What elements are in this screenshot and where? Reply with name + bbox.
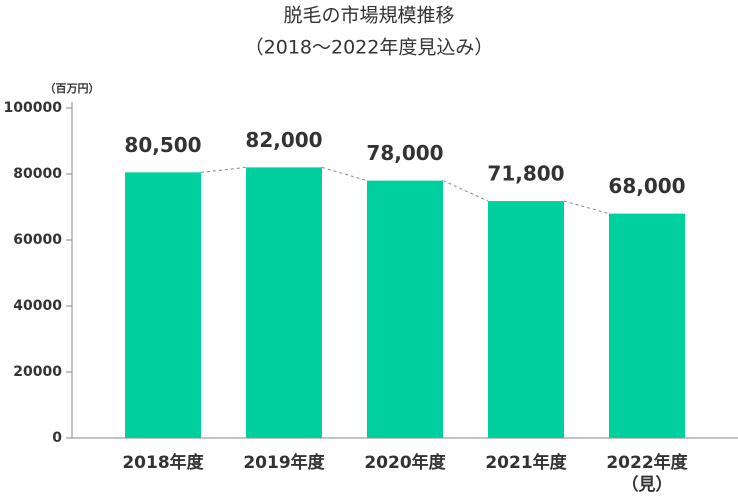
y-tick-label: 100000 (4, 100, 63, 116)
unit-label: （百万円） (45, 82, 100, 95)
trend-connector (321, 166, 368, 182)
chart-title: 脱毛の市場規模推移 (283, 5, 454, 27)
trend-connector (563, 200, 610, 215)
trend-connector (442, 180, 489, 202)
bar (246, 167, 322, 438)
chart-subtitle: （2018〜2022年度見込み） (245, 37, 494, 59)
bar (125, 172, 201, 438)
x-tick-label: 2018年度 (122, 453, 204, 473)
x-tick-label: 2019年度 (243, 453, 325, 473)
bar (488, 201, 564, 438)
value-label: 80,500 (124, 133, 201, 157)
value-label: 68,000 (608, 174, 685, 198)
y-tick-label: 0 (52, 430, 62, 446)
y-tick-label: 60000 (13, 232, 62, 248)
y-tick-label: 40000 (13, 298, 62, 314)
bar (609, 213, 685, 438)
trend-connector (200, 166, 247, 173)
x-tick-label: 2020年度 (364, 453, 446, 473)
x-tick-label: 2022年度（見） (606, 453, 688, 495)
y-tick-label: 80000 (13, 166, 62, 182)
value-label: 78,000 (366, 141, 443, 165)
value-label: 71,800 (487, 162, 564, 186)
value-label: 82,000 (245, 128, 322, 152)
x-tick-label: 2021年度 (485, 453, 567, 473)
y-tick-label: 20000 (13, 364, 62, 380)
bar (367, 180, 443, 438)
